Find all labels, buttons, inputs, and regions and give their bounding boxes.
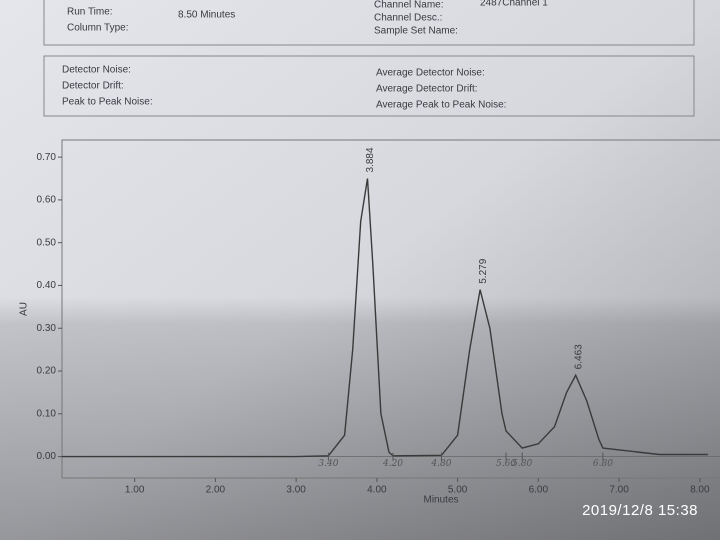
handwritten-note: 5.60 — [496, 459, 516, 469]
header-field: 8.50 Minutes — [178, 10, 235, 21]
x-tick-label: 2.00 — [206, 485, 226, 496]
x-tick-label: 7.00 — [609, 485, 629, 496]
y-tick-label: 0.40 — [37, 280, 57, 291]
y-tick-label: 0.50 — [37, 237, 57, 248]
header-field: Sample Set Name: — [374, 26, 458, 37]
x-tick-label: 6.00 — [529, 485, 549, 496]
header-field: Column Type: — [67, 23, 129, 34]
y-tick-label: 0.60 — [37, 195, 57, 206]
header-field: Average Detector Drift: — [376, 84, 478, 95]
header-field: Average Peak to Peak Noise: — [376, 100, 506, 111]
header-field: Peak to Peak Noise: — [62, 97, 153, 108]
x-tick-label: 3.00 — [286, 485, 306, 496]
plot-frame — [61, 139, 720, 479]
y-tick-label: 0.30 — [37, 323, 57, 334]
header-field: Detector Noise: — [62, 65, 131, 76]
y-tick-label: 0.10 — [37, 408, 57, 419]
header-field: Channel Name: — [374, 0, 443, 11]
header-field: Average Detector Noise: — [376, 68, 485, 79]
header-field: Detector Drift: — [62, 81, 124, 92]
x-tick-label: 8.00 — [690, 485, 710, 496]
peak-label: 5.279 — [478, 258, 489, 283]
header-field: Run Time: — [67, 7, 113, 18]
y-tick-label: 0.00 — [37, 451, 57, 462]
x-tick-label: 1.00 — [125, 485, 145, 496]
x-tick-label: 4.00 — [367, 485, 387, 496]
header-field: 2487Channel 1 — [480, 0, 548, 9]
y-axis-title: AU — [19, 302, 30, 316]
y-tick-label: 0.70 — [37, 152, 57, 163]
handwritten-note: 5.80 — [512, 459, 532, 469]
y-tick-label: 0.20 — [37, 366, 57, 377]
handwritten-note: 3.40 — [318, 459, 338, 469]
handwritten-note: 6.80 — [593, 459, 613, 469]
header-field: Channel Desc.: — [374, 13, 442, 24]
timestamp: 2019/12/8 15:38 — [582, 502, 698, 519]
handwritten-note: 4.80 — [430, 459, 451, 469]
handwritten-note: 4.20 — [382, 459, 403, 469]
trace — [62, 178, 708, 458]
x-tick-label: 5.00 — [448, 485, 468, 496]
x-axis-title: Minutes — [423, 495, 458, 506]
peak-label: 3.884 — [365, 147, 376, 172]
peak-label: 6.463 — [573, 344, 584, 369]
